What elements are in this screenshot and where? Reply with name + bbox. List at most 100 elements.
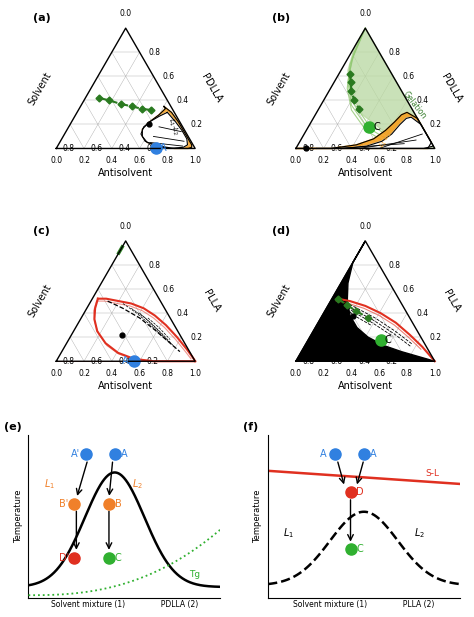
Text: 0.4: 0.4 <box>346 156 357 165</box>
Text: 0.6: 0.6 <box>402 284 414 294</box>
Text: Solvent: Solvent <box>26 70 53 107</box>
Text: 0.0: 0.0 <box>290 369 302 378</box>
Text: 0.2: 0.2 <box>430 120 442 129</box>
Text: A: A <box>160 144 167 154</box>
Polygon shape <box>296 241 435 361</box>
Text: 1.0: 1.0 <box>189 369 201 378</box>
Text: 0.8: 0.8 <box>302 144 315 153</box>
Text: 0.6: 0.6 <box>134 156 146 165</box>
Text: 0.4: 0.4 <box>176 308 189 318</box>
Text: PLLA: PLLA <box>441 288 462 314</box>
Text: Gelation: Gelation <box>401 89 428 120</box>
Text: 0.0: 0.0 <box>119 222 132 231</box>
Text: S-L: S-L <box>425 469 439 478</box>
Text: $L_1$: $L_1$ <box>44 477 55 491</box>
Text: 0.2: 0.2 <box>190 120 202 129</box>
Text: $L_1$-$L_2$: $L_1$-$L_2$ <box>377 129 395 150</box>
Text: 0.8: 0.8 <box>149 48 161 57</box>
Text: 0.8: 0.8 <box>401 156 413 165</box>
Text: 0.0: 0.0 <box>290 156 302 165</box>
Text: 0.2: 0.2 <box>146 357 158 366</box>
Text: $L_1$-$L_2$: $L_1$-$L_2$ <box>164 117 181 137</box>
Text: 0.8: 0.8 <box>63 144 75 153</box>
Text: 0.6: 0.6 <box>91 357 103 366</box>
Text: $L_2$: $L_2$ <box>132 477 143 491</box>
Text: 0.8: 0.8 <box>63 357 75 366</box>
Text: Solvent: Solvent <box>266 283 292 320</box>
Text: 0.2: 0.2 <box>78 156 90 165</box>
Text: 0.4: 0.4 <box>118 144 130 153</box>
Text: 0.2: 0.2 <box>318 156 329 165</box>
Text: 0.2: 0.2 <box>318 369 329 378</box>
Text: 0.2: 0.2 <box>386 357 398 366</box>
Polygon shape <box>348 28 435 149</box>
Text: 0.6: 0.6 <box>330 144 342 153</box>
Text: 0.4: 0.4 <box>176 96 189 105</box>
Text: 0.6: 0.6 <box>163 72 174 81</box>
Text: 0.4: 0.4 <box>118 357 130 366</box>
Text: A: A <box>120 449 127 460</box>
Text: 0.2: 0.2 <box>430 333 442 342</box>
Text: 0.2: 0.2 <box>386 144 398 153</box>
Polygon shape <box>317 117 433 149</box>
Text: 0.0: 0.0 <box>119 9 132 19</box>
Text: 0.6: 0.6 <box>91 144 103 153</box>
Text: D': D' <box>59 553 69 563</box>
Text: A: A <box>122 356 128 366</box>
Text: 1.0: 1.0 <box>189 156 201 165</box>
Text: A': A' <box>71 449 80 460</box>
Text: 0.8: 0.8 <box>401 369 413 378</box>
Polygon shape <box>296 112 431 149</box>
Text: Antisolvent: Antisolvent <box>338 381 393 391</box>
Text: Tg: Tg <box>190 570 201 579</box>
Text: 0.8: 0.8 <box>388 260 400 270</box>
Text: 0.6: 0.6 <box>373 369 385 378</box>
Text: 0.4: 0.4 <box>106 156 118 165</box>
Text: PLLA: PLLA <box>201 288 222 314</box>
Text: PDLLA: PDLLA <box>200 72 224 104</box>
Text: (f): (f) <box>243 422 258 432</box>
Text: PDLLA: PDLLA <box>439 72 464 104</box>
Text: B': B' <box>59 499 68 508</box>
Text: 0.2: 0.2 <box>78 369 90 378</box>
Y-axis label: Temperature: Temperature <box>254 490 263 544</box>
Text: 0.8: 0.8 <box>388 48 400 57</box>
Text: A: A <box>370 449 376 460</box>
Y-axis label: Temperature: Temperature <box>14 490 23 544</box>
Text: Solvent: Solvent <box>26 283 53 320</box>
Text: 0.0: 0.0 <box>359 9 371 19</box>
Text: 0.4: 0.4 <box>416 308 428 318</box>
Text: A: A <box>320 449 327 460</box>
Text: Solvent: Solvent <box>266 70 292 107</box>
Text: $L_1$: $L_1$ <box>283 526 294 540</box>
Polygon shape <box>142 106 191 149</box>
Text: 0.8: 0.8 <box>161 369 173 378</box>
Text: C: C <box>115 553 121 563</box>
Text: (a): (a) <box>33 13 50 23</box>
Text: 1.0: 1.0 <box>429 156 441 165</box>
Text: Antisolvent: Antisolvent <box>98 168 153 178</box>
Text: (d): (d) <box>272 226 291 236</box>
Text: (c): (c) <box>33 226 49 236</box>
Text: 0.8: 0.8 <box>161 156 173 165</box>
Text: Antisolvent: Antisolvent <box>98 381 153 391</box>
Text: (b): (b) <box>272 13 291 23</box>
Text: $L_2$: $L_2$ <box>414 526 425 540</box>
Text: 0.6: 0.6 <box>134 369 146 378</box>
Text: 0.4: 0.4 <box>358 144 370 153</box>
Text: (e): (e) <box>3 422 21 432</box>
Text: B: B <box>115 499 121 508</box>
X-axis label: Solvent mixture (1)               PDLLA (2): Solvent mixture (1) PDLLA (2) <box>51 600 198 609</box>
Text: 0.6: 0.6 <box>373 156 385 165</box>
Text: C: C <box>374 122 381 132</box>
Text: 0.2: 0.2 <box>190 333 202 342</box>
Text: 0.6: 0.6 <box>163 284 174 294</box>
Text: 0.4: 0.4 <box>358 357 370 366</box>
Text: 0.8: 0.8 <box>149 260 161 270</box>
Text: 0.4: 0.4 <box>106 369 118 378</box>
Text: Antisolvent: Antisolvent <box>338 168 393 178</box>
Text: 0.6: 0.6 <box>402 72 414 81</box>
Text: 0.0: 0.0 <box>359 222 371 231</box>
Text: C: C <box>356 544 363 555</box>
Polygon shape <box>141 112 188 149</box>
